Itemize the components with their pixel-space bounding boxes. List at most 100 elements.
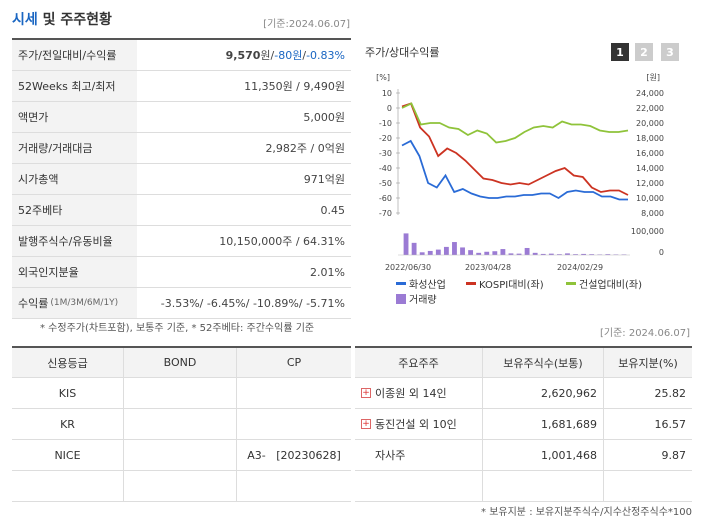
- volume-bar: [419, 252, 425, 255]
- quote-value: 9,570 원 / -80원 / -0.83%: [225, 48, 345, 63]
- separator: /: [270, 48, 275, 62]
- quote-row: 액면가 5,000원: [12, 102, 351, 133]
- table-row: NICE A3- [20230628]: [12, 440, 351, 471]
- legend-item-construction: 건설업대비(좌): [566, 276, 642, 291]
- legend-label: KOSPI대비(좌): [479, 280, 544, 291]
- price-chart: [%] [원] 10 0 -10 -20 -30 -40 -50 -60 -70 24,000 22,0…: [376, 73, 664, 272]
- volume-bar: [427, 250, 433, 255]
- legend-swatch: [396, 282, 406, 285]
- current-price: 9,570: [225, 48, 261, 62]
- expand-plus-icon[interactable]: +: [361, 419, 371, 429]
- volume-bar: [573, 254, 578, 255]
- holder-name-cell[interactable]: + 이종원 외 14인: [355, 378, 483, 408]
- pct-cell: [604, 471, 692, 501]
- cp-cell: [237, 378, 351, 408]
- quote-row-returns: 수익률 (1M/3M/6M/1Y) -3.53%/ -6.45%/ -10.89%…: [12, 288, 351, 319]
- section-title: 시세 및 주주현황: [12, 9, 112, 29]
- returns-value: -3.53%/ -6.45%/ -10.89%/ -5.71%: [160, 296, 345, 310]
- volume-bar: [403, 233, 409, 255]
- volume-bar: [411, 242, 417, 255]
- quote-label: 시가총액: [12, 164, 137, 194]
- holder-name: 이종원 외 14인: [375, 387, 447, 400]
- volume-bar: [460, 247, 465, 255]
- left-tick-label: -70: [379, 209, 392, 218]
- chart-page-3-button[interactable]: 3: [661, 43, 679, 61]
- header-cell: 주요주주: [355, 348, 483, 377]
- shares-cell: 1,681,689: [483, 409, 604, 439]
- legend-item-company: 화성산업: [396, 276, 446, 291]
- right-tick-label: 10,000: [636, 194, 664, 203]
- quote-value: 11,350원 / 9,490원: [244, 80, 345, 93]
- returns-label: 수익률: [18, 297, 49, 310]
- table-row: [12, 471, 351, 502]
- cp-cell: A3- [20230628]: [247, 448, 341, 462]
- header-cell: 보유지분(%): [618, 356, 678, 370]
- holder-name: 자사주: [375, 449, 406, 462]
- quote-value: 10,150,000주 / 64.31%: [219, 235, 345, 248]
- quote-label: 52주베타: [12, 195, 137, 225]
- x-tick-label: 2023/04/28: [465, 263, 511, 272]
- volume-bar: [556, 254, 562, 255]
- reference-date: [기준:2024.06.07]: [263, 19, 350, 30]
- title-highlight: 시세: [12, 12, 38, 28]
- table-row: + 이종원 외 14인 2,620,962 25.82: [355, 378, 692, 409]
- quote-label: 발행주식수/유동비율: [12, 226, 137, 256]
- chart-page-1-button[interactable]: 1: [611, 43, 629, 61]
- title-rest: 및 주주현황: [37, 12, 112, 28]
- quote-row: 52주베타 0.45: [12, 195, 351, 226]
- right-tick-label: 8,000: [641, 209, 664, 218]
- volume-bar: [540, 253, 546, 255]
- series-line-2: [401, 102, 629, 196]
- agency-cell: KR: [12, 409, 124, 439]
- table-row: KR: [12, 409, 351, 440]
- volume-bar: [589, 254, 595, 255]
- volume-bar: [492, 251, 498, 255]
- left-axis-unit: [%]: [376, 73, 390, 82]
- chart-page-2-button[interactable]: 2: [635, 43, 653, 61]
- header-cell: 보유주식수(보통): [483, 348, 604, 377]
- shares-cell: 1,001,468: [483, 440, 604, 470]
- quote-label: 액면가: [12, 102, 137, 132]
- pct-cell: 16.57: [654, 417, 687, 431]
- left-tick-label: 0: [387, 104, 392, 113]
- left-tick-label: 10: [382, 89, 392, 98]
- volume-bar: [605, 254, 611, 255]
- legend-swatch: [566, 282, 576, 285]
- header-cell: CP: [286, 356, 302, 369]
- reference-date-2: [기준: 2024.06.07]: [599, 328, 690, 339]
- quote-row: 발행주식수/유동비율 10,150,000주 / 64.31%: [12, 226, 351, 257]
- shares-cell: [483, 471, 604, 501]
- pct-cell: 9.87: [661, 448, 687, 462]
- expand-plus-icon[interactable]: +: [361, 388, 371, 398]
- holder-name: 동진건설 외 10인: [375, 418, 457, 431]
- header-cell: 신용등급: [12, 348, 124, 377]
- bond-cell: [124, 409, 237, 439]
- series-line-3: [401, 102, 629, 144]
- quote-table: 주가/전일대비/수익률 9,570 원 / -80원 / -0.83% 52Wee…: [12, 38, 351, 319]
- legend-label: 건설업대비(좌): [579, 280, 643, 291]
- legend-label: 거래량: [409, 295, 437, 306]
- holder-name-cell: 자사주: [355, 440, 483, 470]
- table-row: 자사주 1,001,468 9.87: [355, 440, 692, 471]
- quote-label: 주가/전일대비/수익률: [12, 40, 137, 70]
- quote-value: 2.01%: [310, 265, 345, 279]
- left-tick-label: -60: [379, 194, 392, 203]
- agency-cell: NICE: [12, 440, 124, 470]
- legend-swatch: [466, 282, 476, 285]
- bond-cell: [124, 378, 237, 408]
- volume-bar: [500, 249, 506, 255]
- legend-swatch: [396, 293, 406, 304]
- agency-cell: [12, 471, 124, 501]
- right-tick-label: 12,000: [636, 179, 664, 188]
- quote-label: 외국인지분율: [12, 257, 137, 287]
- quote-value: 971억원: [303, 173, 345, 186]
- header-cell: BOND: [124, 348, 237, 377]
- quote-label: 거래량/거래대금: [12, 133, 137, 163]
- holder-name-cell[interactable]: + 동진건설 외 10인: [355, 409, 483, 439]
- volume-bar: [468, 250, 474, 255]
- table-row: + 동진건설 외 10인 1,681,689 16.57: [355, 409, 692, 440]
- holder-name-cell: [355, 471, 483, 501]
- quote-label: 52Weeks 최고/최저: [12, 71, 137, 101]
- table-header: 주요주주 보유주식수(보통) 보유지분(%): [355, 348, 692, 378]
- volume-bar: [581, 253, 587, 255]
